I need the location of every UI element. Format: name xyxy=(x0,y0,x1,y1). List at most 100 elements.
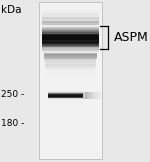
Bar xyxy=(42,52,99,53)
Bar xyxy=(46,74,94,76)
Bar xyxy=(48,93,83,94)
Text: 180 -: 180 - xyxy=(1,119,25,128)
Bar xyxy=(42,16,99,17)
Text: 250 -: 250 - xyxy=(1,90,25,99)
Bar xyxy=(42,36,99,37)
Bar xyxy=(45,67,95,69)
Bar xyxy=(48,92,83,93)
Bar xyxy=(42,11,99,12)
Bar xyxy=(42,15,99,16)
Bar xyxy=(48,95,83,96)
Bar xyxy=(42,43,99,44)
Bar xyxy=(48,98,83,99)
Bar xyxy=(101,93,105,99)
Bar xyxy=(42,39,99,40)
Bar xyxy=(44,54,97,55)
Bar xyxy=(42,41,99,42)
Bar xyxy=(45,60,96,61)
Bar xyxy=(42,29,99,30)
Bar xyxy=(44,59,96,60)
Bar xyxy=(48,94,83,95)
Bar xyxy=(42,37,99,38)
Bar xyxy=(48,95,83,96)
Bar xyxy=(42,26,99,27)
Bar xyxy=(89,93,93,99)
Bar xyxy=(87,93,91,99)
Bar xyxy=(99,93,103,99)
Bar xyxy=(46,73,95,74)
Bar xyxy=(42,22,99,23)
Bar xyxy=(42,12,99,13)
Bar xyxy=(42,23,99,24)
Bar xyxy=(48,98,83,99)
Bar xyxy=(42,17,99,18)
Bar xyxy=(93,93,97,99)
Bar xyxy=(48,93,83,94)
Bar xyxy=(39,2,102,159)
Bar xyxy=(44,54,97,56)
Bar xyxy=(103,93,107,99)
Bar xyxy=(42,44,99,45)
Bar xyxy=(46,74,94,75)
Bar xyxy=(42,35,99,36)
Bar xyxy=(42,14,99,15)
Bar xyxy=(45,62,96,63)
Bar xyxy=(45,64,96,66)
Bar xyxy=(48,99,83,100)
Bar xyxy=(42,18,99,19)
Bar xyxy=(48,94,83,95)
Bar xyxy=(42,42,99,43)
Bar xyxy=(48,96,83,97)
Bar xyxy=(42,27,99,28)
Bar xyxy=(42,30,99,31)
Bar xyxy=(42,41,99,42)
Bar xyxy=(42,51,99,52)
Bar xyxy=(42,48,99,49)
Bar xyxy=(48,92,83,93)
Bar xyxy=(42,37,99,38)
Bar xyxy=(45,63,96,64)
Bar xyxy=(42,29,99,30)
Bar xyxy=(42,24,99,25)
Bar xyxy=(45,61,96,62)
Bar xyxy=(42,31,99,32)
Bar xyxy=(42,32,99,33)
Bar xyxy=(42,8,99,10)
Bar xyxy=(42,10,99,11)
Bar xyxy=(44,56,97,58)
Bar xyxy=(42,43,99,44)
Bar xyxy=(48,91,83,92)
Bar xyxy=(42,52,99,53)
Bar xyxy=(44,55,97,57)
Bar xyxy=(91,93,95,99)
Bar xyxy=(42,46,99,47)
Bar xyxy=(42,33,99,34)
Bar xyxy=(44,58,96,59)
Bar xyxy=(42,40,99,41)
Bar xyxy=(42,39,99,40)
Bar xyxy=(42,20,99,21)
Bar xyxy=(45,64,96,65)
Bar xyxy=(42,19,99,20)
Text: kDa: kDa xyxy=(1,5,22,15)
Bar xyxy=(42,38,99,39)
Bar xyxy=(42,38,99,39)
Bar xyxy=(42,34,99,35)
Bar xyxy=(42,28,99,29)
Bar xyxy=(42,45,99,46)
Bar xyxy=(42,36,99,37)
Bar xyxy=(45,65,96,67)
Bar xyxy=(42,47,99,48)
Bar xyxy=(42,40,99,41)
Bar xyxy=(42,25,99,26)
Bar xyxy=(85,93,89,99)
Bar xyxy=(42,33,99,34)
Bar xyxy=(42,45,99,46)
Bar xyxy=(46,68,95,69)
Bar xyxy=(42,42,99,43)
Bar xyxy=(97,93,101,99)
Bar xyxy=(42,35,99,36)
Bar xyxy=(46,71,95,72)
Bar xyxy=(46,72,95,73)
Bar xyxy=(48,96,83,97)
